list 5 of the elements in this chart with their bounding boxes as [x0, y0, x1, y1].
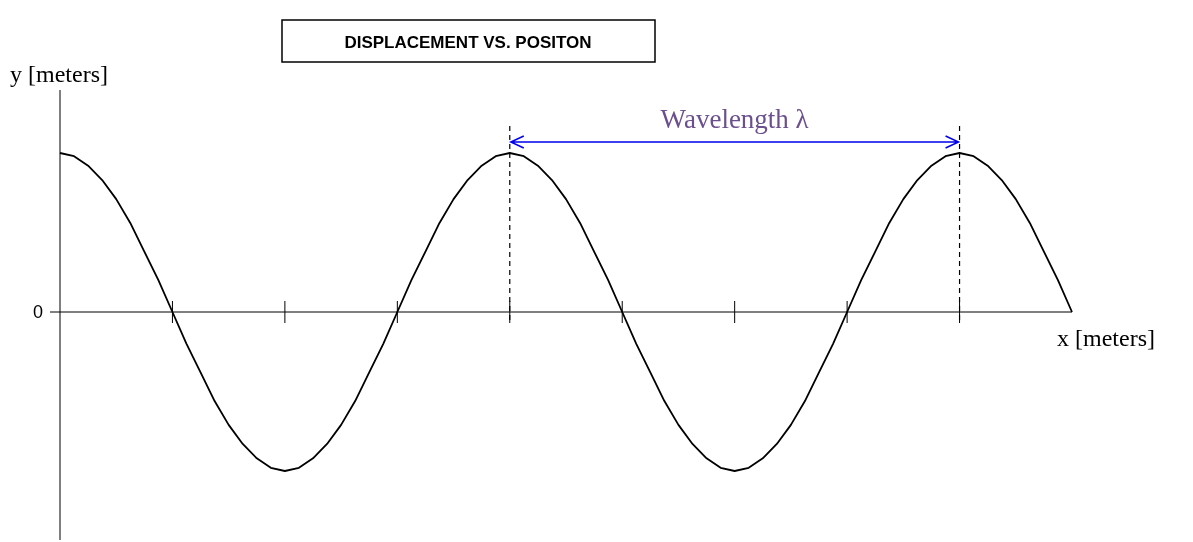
x-axis-title: x [meters]	[1057, 325, 1155, 351]
text: 0	[32, 302, 44, 322]
y-axis-title: y [meters]	[10, 61, 108, 87]
text: Wavelength λ	[660, 104, 809, 134]
chart-title: DISPLACEMENT VS. POSITON	[344, 33, 592, 52]
